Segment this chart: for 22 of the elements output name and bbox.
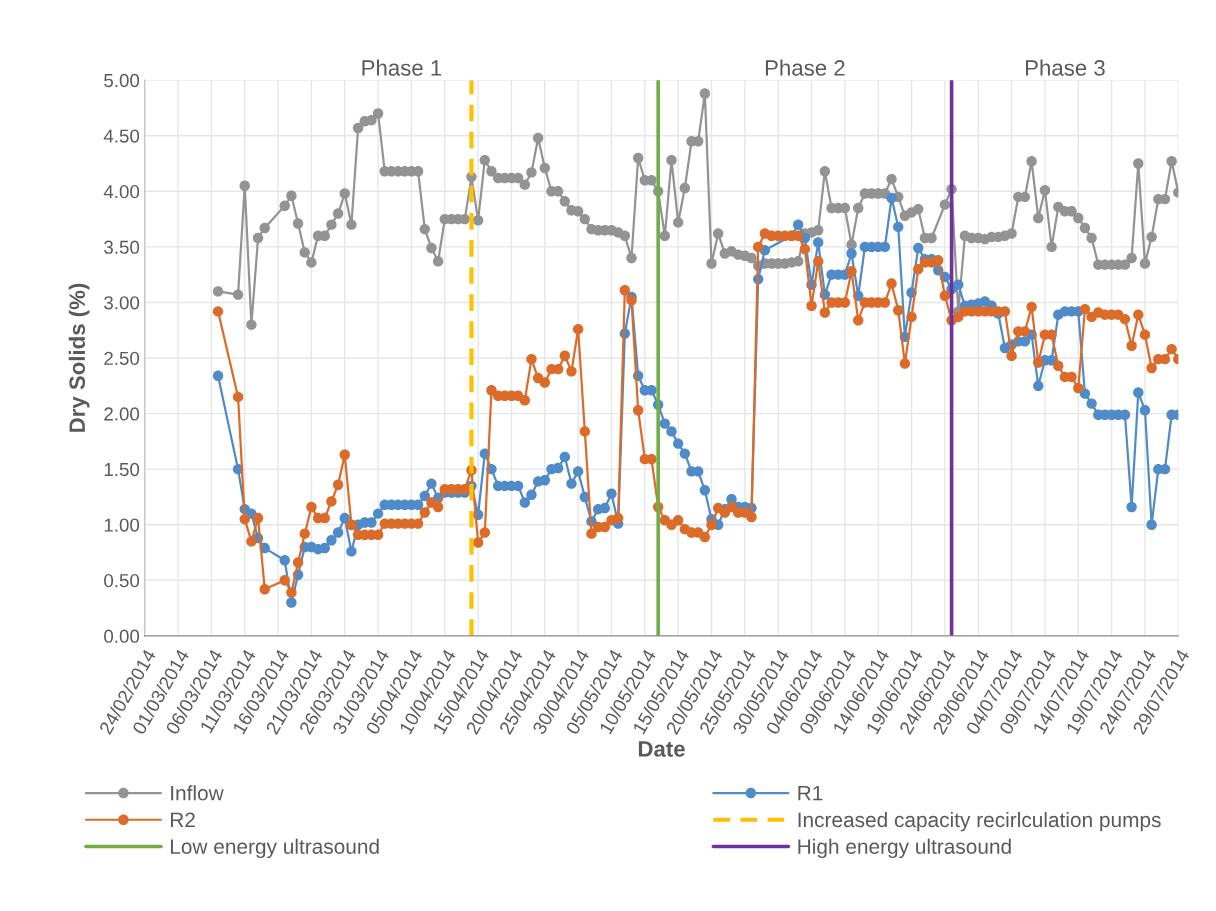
y-tick-label: 3.50: [104, 240, 140, 254]
y-tick-label: 4.50: [103, 129, 140, 143]
y-tick-label: 1.50: [104, 462, 140, 477]
y-axis-title: Dry Solids (%): [68, 283, 90, 432]
legend-label: Inflow: [171, 785, 224, 801]
text: Phase 3: [1026, 59, 1105, 76]
x-axis-title: Date: [638, 741, 685, 757]
y-tick-label: 2.00: [104, 407, 140, 421]
legend-label: R1: [798, 785, 823, 801]
legend-label: High energy ultrasound: [798, 838, 1011, 859]
legend-label: R2: [170, 812, 195, 828]
y-tick-label: 3.00: [104, 296, 140, 310]
text: Phase 1: [362, 59, 442, 76]
legend-label: Low energy ultrasound: [170, 838, 379, 859]
legend-label: Increased capacity recirlculation pumps: [798, 811, 1161, 832]
y-tick-label: 4.00: [103, 185, 140, 199]
text: Phase 2: [765, 59, 845, 76]
y-tick-label: 1.00: [104, 518, 140, 532]
y-tick-label: 5.00: [104, 73, 140, 88]
y-tick-label: 0.50: [104, 574, 140, 588]
y-tick-label: 2.50: [104, 351, 140, 365]
y-tick-label: 0.00: [104, 629, 140, 643]
